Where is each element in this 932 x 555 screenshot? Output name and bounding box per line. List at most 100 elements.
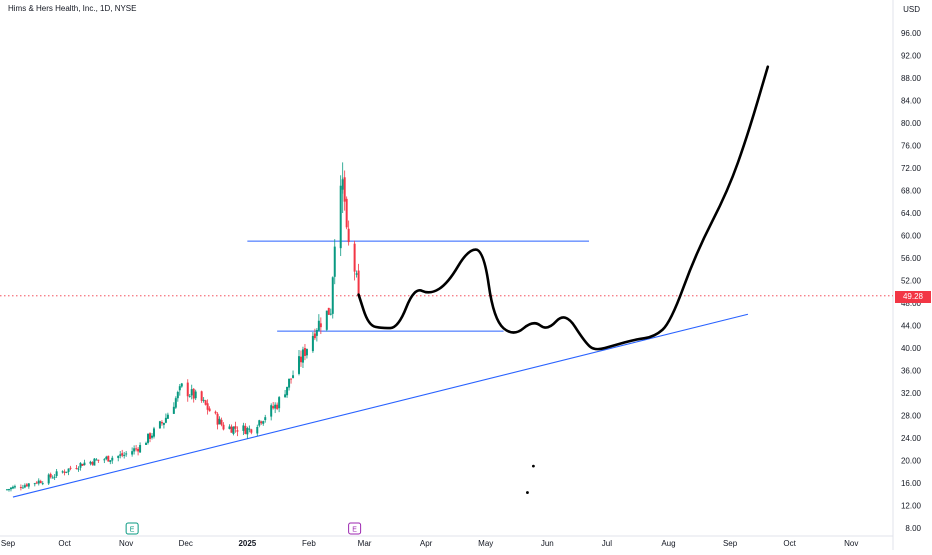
x-tick-label: Sep bbox=[1, 539, 16, 548]
candle-body bbox=[301, 349, 304, 363]
candle-body bbox=[236, 430, 239, 432]
candle-body bbox=[270, 405, 273, 417]
x-tick-label: Jul bbox=[602, 539, 612, 548]
x-tick-label: Jun bbox=[541, 539, 554, 548]
y-tick-label: 12.00 bbox=[901, 502, 922, 511]
candle-body bbox=[125, 453, 128, 455]
candle-body bbox=[103, 459, 106, 461]
y-tick-label: 32.00 bbox=[901, 389, 922, 398]
candle-body bbox=[51, 477, 54, 479]
y-tick-label: 96.00 bbox=[901, 29, 922, 38]
y-tick-label: 92.00 bbox=[901, 52, 922, 61]
candle-body bbox=[327, 307, 330, 315]
candle-body bbox=[276, 404, 279, 409]
x-tick-label: Aug bbox=[661, 539, 675, 548]
candle-body bbox=[339, 185, 342, 249]
y-tick-label: 60.00 bbox=[901, 232, 922, 241]
candle-body bbox=[174, 398, 177, 408]
candle-body bbox=[149, 433, 152, 439]
candle-body bbox=[83, 462, 86, 466]
earnings-marker-label: E bbox=[352, 527, 357, 534]
x-tick-label: Mar bbox=[358, 539, 372, 548]
last-price-tag: 49.28 bbox=[895, 291, 931, 303]
candle-body bbox=[357, 270, 360, 296]
candle-body bbox=[75, 468, 78, 470]
candle-body bbox=[39, 481, 42, 484]
candle-body bbox=[246, 428, 249, 435]
candle-body bbox=[5, 489, 8, 491]
candle-body bbox=[260, 421, 263, 424]
candle-body bbox=[91, 462, 94, 465]
candle-body bbox=[123, 454, 126, 456]
candle-body bbox=[202, 399, 205, 401]
candle-body bbox=[25, 484, 28, 487]
candle-body bbox=[194, 391, 197, 399]
candle-body bbox=[109, 460, 112, 462]
candle-body bbox=[216, 413, 219, 425]
candle-body bbox=[137, 448, 140, 452]
candle-body bbox=[117, 455, 120, 458]
candle-body bbox=[97, 459, 100, 461]
candle-body bbox=[133, 448, 136, 452]
candle-body bbox=[158, 421, 161, 429]
candle-body bbox=[93, 458, 96, 466]
y-tick-label: 44.00 bbox=[901, 322, 922, 331]
candle-body bbox=[77, 468, 80, 470]
candle-body bbox=[297, 356, 300, 374]
candle-body bbox=[35, 482, 38, 484]
candle-body bbox=[343, 177, 346, 202]
symbol-title[interactable]: Hims & Hers Health, Inc., 1D, NYSE bbox=[8, 4, 137, 13]
candle-body bbox=[147, 433, 150, 443]
candle-body bbox=[331, 277, 334, 314]
candle-body bbox=[89, 461, 92, 464]
candle-body bbox=[244, 425, 247, 434]
currency-label[interactable]: USD bbox=[903, 5, 920, 14]
y-tick-label: 84.00 bbox=[901, 97, 922, 106]
candle-body bbox=[150, 435, 153, 438]
candle-body bbox=[178, 386, 181, 391]
candle-body bbox=[200, 391, 203, 401]
candle-body bbox=[7, 489, 10, 491]
candle-body bbox=[248, 428, 251, 430]
candle-body bbox=[81, 464, 84, 466]
candle-body bbox=[232, 426, 235, 434]
candle-body bbox=[329, 313, 332, 315]
candle-body bbox=[79, 462, 82, 468]
candle-body bbox=[272, 406, 275, 409]
candle-body bbox=[333, 246, 336, 277]
candle-body bbox=[192, 388, 195, 399]
x-tick-label: Nov bbox=[119, 539, 133, 548]
candle-body bbox=[121, 453, 124, 456]
candle-body bbox=[315, 329, 318, 336]
candle-body bbox=[145, 442, 148, 445]
candle-body bbox=[325, 310, 328, 330]
y-tick-label: 40.00 bbox=[901, 344, 922, 353]
candle-body bbox=[131, 451, 134, 455]
x-tick-label: Oct bbox=[58, 539, 71, 548]
candle-body bbox=[162, 422, 165, 425]
candle-body bbox=[119, 454, 122, 456]
candle-body bbox=[256, 427, 259, 434]
y-tick-label: 8.00 bbox=[905, 524, 921, 533]
candle-body bbox=[305, 349, 308, 356]
x-tick-label: Dec bbox=[179, 539, 193, 548]
candle-body bbox=[222, 424, 225, 430]
x-tick-label: Nov bbox=[844, 539, 858, 548]
candle-body bbox=[355, 273, 358, 275]
candle-body bbox=[208, 408, 211, 412]
candle-body bbox=[21, 487, 24, 489]
y-tick-label: 24.00 bbox=[901, 434, 922, 443]
candle-body bbox=[228, 426, 231, 429]
candle-body bbox=[317, 320, 320, 331]
candle-body bbox=[190, 389, 193, 396]
drawing-dot bbox=[531, 464, 535, 468]
candle-body bbox=[105, 456, 108, 459]
candle-body bbox=[188, 395, 191, 397]
candle-body bbox=[180, 383, 183, 387]
candle-body bbox=[27, 483, 30, 487]
candle-body bbox=[292, 375, 295, 378]
candle-body bbox=[172, 406, 175, 414]
candle-body bbox=[9, 487, 12, 490]
